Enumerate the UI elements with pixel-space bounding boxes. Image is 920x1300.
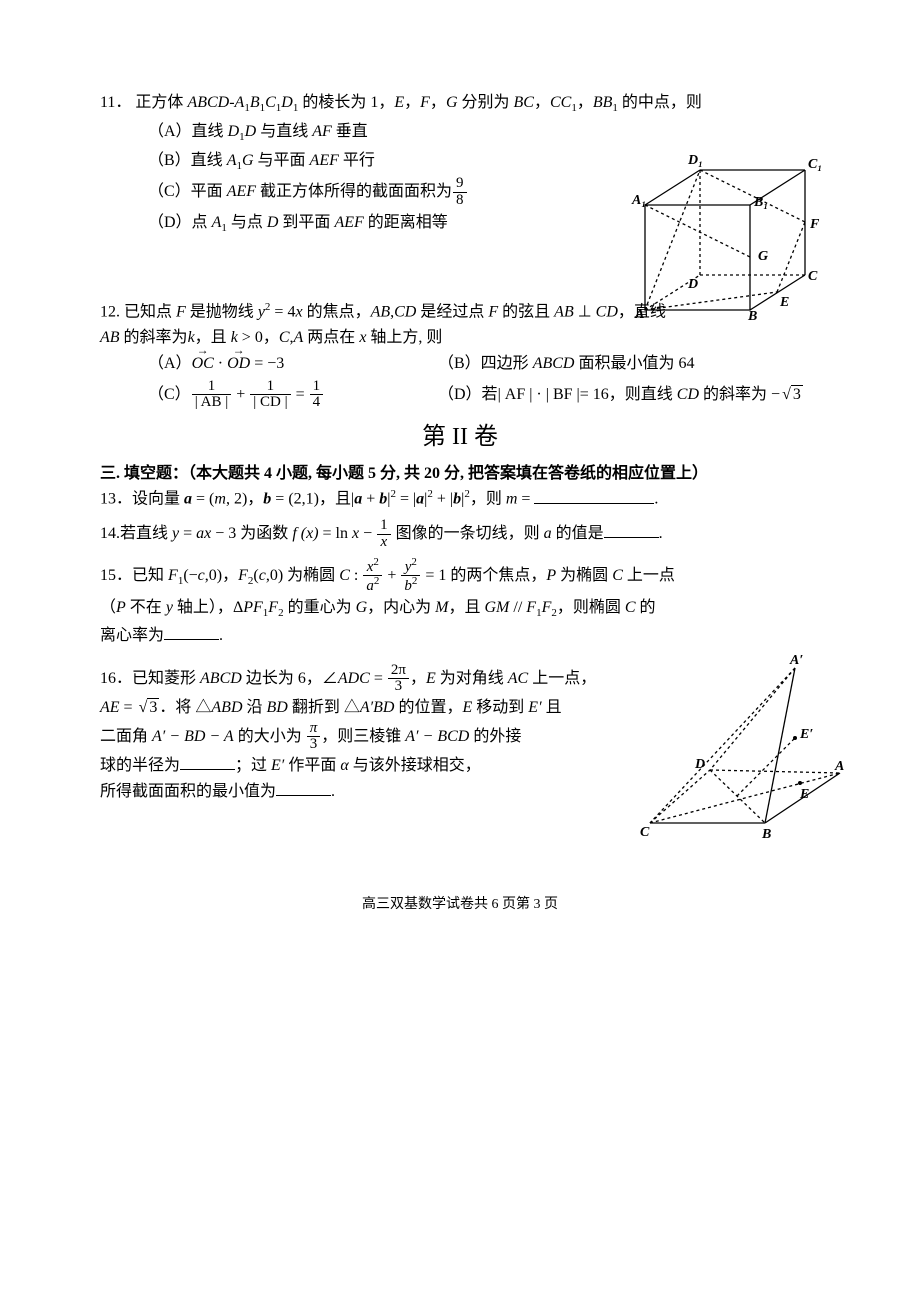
q16-figure: A′ E′ A B C D E [640, 648, 845, 857]
svg-text:C: C [808, 269, 818, 284]
question-16: 16．已知菱形 ABCD 边长为 6，∠ADC = 2π3，E 为对角线 AC … [100, 663, 820, 805]
q12-options: （A）OC · OD = −3 （B）四边形 ABCD 面积最小值为 64 （C… [100, 350, 820, 412]
q14-number: 14. [100, 525, 120, 542]
q16-blank-1[interactable] [180, 753, 235, 770]
q12-opt-b: （B）四边形 ABCD 面积最小值为 64 [438, 351, 694, 377]
q12-opt-c: （C）1| AB | + 1| CD | = 14 [148, 379, 438, 412]
q11-figure: A B C D A₁ B₁ C₁ D₁ E F G [630, 120, 830, 329]
svg-text:B: B [761, 827, 771, 842]
svg-text:D: D [694, 757, 705, 772]
svg-text:A′: A′ [789, 653, 803, 668]
question-13: 13．设向量 a = (m, 2)，b = (2,1)，且|a + b|2 = … [100, 486, 820, 512]
svg-text:D: D [687, 277, 698, 292]
q12-opt-d: （D）若| AF | · | BF |= 16，则直线 CD 的斜率为 −3 [438, 382, 803, 408]
svg-text:G: G [758, 249, 768, 264]
svg-text:A: A [834, 759, 844, 774]
q16-number: 16． [100, 669, 132, 686]
section-2-title: 第 II 卷 [100, 418, 820, 456]
svg-text:E′: E′ [799, 727, 813, 742]
q14-blank[interactable] [604, 521, 659, 538]
svg-text:A₁: A₁ [631, 193, 646, 208]
q11-number: 11． [100, 94, 131, 111]
q16-blank-2[interactable] [276, 779, 331, 796]
page-footer: 高三双基数学试卷共 6 页第 3 页 [100, 894, 820, 916]
question-11: 11． 正方体 ABCD-A1B1C1D1 的棱长为 1，E，F，G 分别为 B… [100, 90, 820, 238]
svg-text:B₁: B₁ [753, 195, 768, 210]
q12-opt-a: （A）OC · OD = −3 [148, 351, 438, 377]
section-3-heading: 三. 填空题：（本大题共 4 小题, 每小题 5 分, 共 20 分, 把答案填… [100, 461, 820, 487]
q15-number: 15． [100, 567, 132, 584]
svg-text:C: C [640, 825, 650, 840]
question-15: 15．已知 F1(−c,0)，F2(c,0) 为椭圆 C : x2a2 + y2… [100, 557, 820, 649]
question-12: 12. 已知点 F 是抛物线 y2 = 4x 的焦点，AB,CD 是经过点 F … [100, 299, 820, 413]
svg-text:E: E [799, 787, 809, 802]
svg-text:D₁: D₁ [687, 153, 703, 168]
svg-text:C₁: C₁ [808, 157, 822, 172]
question-14: 14.若直线 y = ax − 3 为函数 f (x) = ln x − 1x … [100, 518, 820, 551]
q13-blank[interactable] [534, 487, 654, 504]
svg-text:F: F [809, 217, 820, 232]
q15-blank[interactable] [164, 623, 219, 640]
q13-number: 13． [100, 491, 132, 508]
q12-number: 12. [100, 303, 120, 320]
